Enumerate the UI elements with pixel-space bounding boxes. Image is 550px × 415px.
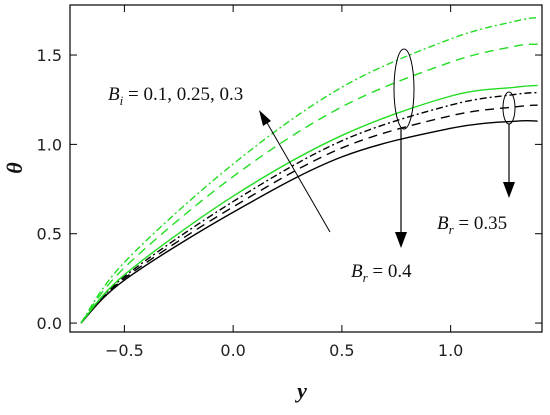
x-tick-label: 0.0	[220, 341, 245, 360]
series-line-2	[80, 104, 538, 324]
y-tick-label: 0.0	[37, 314, 62, 333]
y-tick-label: 1.5	[37, 46, 62, 65]
annotation-br035: Br = 0.35	[437, 213, 507, 237]
series-line-1	[80, 119, 538, 324]
series-line-3	[80, 91, 538, 324]
series-line-6	[80, 16, 538, 324]
x-tick-label: 1.0	[438, 341, 463, 360]
bi-arrow-head	[259, 110, 271, 126]
annotation-ellipse-left	[393, 48, 415, 130]
annotation-bi: Bi = 0.1, 0.25, 0.3	[108, 84, 243, 108]
x-axis-title: y	[294, 378, 307, 403]
bi-arrow-line	[265, 120, 331, 233]
plot-frame	[69, 4, 543, 333]
x-tick-label: −0.5	[105, 341, 144, 360]
br035-arrow-head	[503, 182, 515, 198]
y-tick-label: 0.5	[37, 225, 62, 244]
x-tick-label: 0.5	[329, 341, 354, 360]
series-layer	[80, 16, 538, 324]
annotation-br04: Br = 0.4	[351, 261, 412, 285]
br04-arrow-head	[395, 232, 407, 248]
y-tick-label: 1.0	[37, 135, 62, 154]
y-axis-ticks: 0.0 0.5 1.0 1.5	[37, 46, 542, 333]
series-line-4	[80, 84, 538, 324]
x-axis-ticks: −0.5 0.0 0.5 1.0	[105, 5, 463, 360]
y-axis-title: θ	[2, 162, 27, 174]
